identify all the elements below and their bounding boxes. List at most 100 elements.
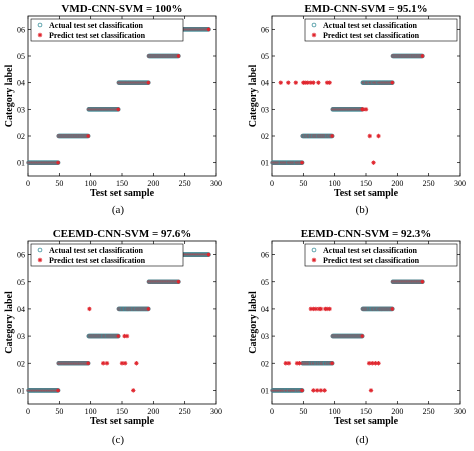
y-tick-label: 06 [261, 25, 269, 34]
y-tick-label: 02 [17, 132, 25, 141]
predict-point [370, 361, 375, 366]
x-tick-label: 250 [423, 179, 435, 188]
x-axis-label: Test set sample [90, 188, 155, 199]
y-tick-label: 04 [17, 305, 25, 314]
x-tick-label: 200 [391, 407, 403, 416]
x-tick-label: 200 [147, 179, 159, 188]
plot-frame [271, 240, 461, 405]
y-tick-label: 02 [17, 359, 25, 368]
predict-point [176, 54, 181, 58]
predict-point [313, 306, 319, 312]
y-axis-label: Category label [248, 65, 259, 128]
predict-point [327, 80, 332, 85]
chart-title: EMD-CNN-SVM = 95.1% [304, 3, 427, 15]
predict-point [116, 334, 121, 339]
predict-point [122, 333, 127, 339]
predict-point [311, 257, 317, 263]
y-tick-label: 06 [17, 25, 25, 34]
y-tick-label: 01 [261, 386, 269, 395]
predict-point [376, 133, 381, 139]
predict-point [390, 306, 395, 311]
predict-point [300, 388, 305, 393]
predict-point [308, 80, 314, 85]
y-tick-label: 01 [261, 159, 269, 168]
x-tick-label: 250 [423, 407, 435, 416]
chart-panel-4: EEMD-CNN-SVM = 92.3%0 50 100 150 200 250 30001… [248, 228, 466, 446]
plot-frame [27, 15, 217, 177]
y-tick-label: 04 [17, 79, 25, 88]
predict-point [286, 361, 292, 366]
y-tick-label: 03 [17, 332, 25, 341]
legend-entry-predict: Predict test set classification [49, 31, 146, 40]
legend-box [30, 243, 184, 267]
predict-point [376, 361, 381, 366]
predict-point [390, 80, 395, 85]
predict-point [294, 361, 300, 366]
predict-point [324, 80, 330, 85]
predict-point [360, 334, 365, 339]
predict-point [308, 306, 314, 312]
x-tick-label: 0 [26, 179, 30, 188]
y-axis-label: Category label [4, 65, 15, 128]
predict-point [305, 80, 310, 85]
x-axis-label: Test set sample [334, 416, 399, 427]
predict-point [116, 107, 121, 112]
x-tick-label: 150 [116, 179, 128, 188]
chart-title: EEMD-CNN-SVM = 92.3% [301, 228, 432, 240]
predict-point [86, 134, 91, 138]
chart-title: CEEMD-CNN-SVM = 97.6% [53, 228, 192, 240]
x-tick-label: 0 [270, 407, 274, 416]
legend-entry-predict: Predict test set classification [323, 256, 420, 265]
predict-point [56, 160, 61, 165]
predict-point [176, 279, 181, 284]
predict-point [122, 361, 128, 366]
predict-point [101, 361, 106, 366]
predict-point [327, 306, 332, 312]
x-tick-label: 150 [360, 179, 372, 188]
legend-entry-predict: Predict test set classification [49, 256, 146, 265]
y-tick-label: 06 [261, 251, 269, 260]
panel-caption: (b) [356, 204, 369, 216]
predict-point [314, 388, 320, 393]
x-tick-label: 150 [116, 407, 128, 416]
predict-point [278, 80, 283, 85]
predict-point [371, 160, 376, 165]
legend-box [304, 18, 458, 42]
predict-point [316, 80, 321, 85]
predict-point [360, 107, 366, 112]
predict-point [104, 361, 110, 366]
predict-point [146, 306, 151, 311]
x-tick-label: 50 [55, 407, 63, 416]
predict-point [318, 306, 324, 312]
chart-panel-2: EMD-CNN-SVM = 95.1%0 50 100 150 200 250 300010… [248, 3, 466, 216]
predict-point [119, 361, 125, 366]
predict-point [318, 388, 324, 393]
y-axis-label: Category label [4, 291, 15, 354]
y-tick-label: 03 [261, 105, 269, 114]
predict-point [37, 257, 43, 263]
y-tick-label: 04 [261, 305, 269, 314]
y-tick-label: 01 [17, 159, 25, 168]
x-tick-label: 100 [85, 407, 97, 416]
x-tick-label: 50 [55, 179, 63, 188]
chart-panel-1: VMD-CNN-SVM = 100%0 50 100 150 200 250 3000102… [4, 3, 222, 216]
x-tick-label: 100 [329, 407, 341, 416]
predict-point [206, 252, 211, 257]
legend-entry-actual: Actual test set classification [49, 21, 144, 30]
predict-point [37, 32, 43, 38]
predict-point [86, 361, 91, 366]
panel-caption: (c) [112, 434, 125, 446]
predict-point [146, 80, 151, 85]
predict-point [87, 306, 92, 312]
panel-caption: (a) [112, 204, 125, 216]
predict-point [206, 27, 211, 32]
y-tick-label: 01 [17, 386, 25, 395]
predict-point [283, 361, 288, 366]
chart-panel-3: CEEMD-CNN-SVM = 97.6%0 50 100 150 200 250 3000… [4, 228, 222, 446]
predict-point [311, 388, 316, 393]
x-axis-label: Test set sample [90, 416, 155, 427]
predict-point [330, 361, 335, 366]
predict-point [303, 80, 308, 85]
x-tick-label: 200 [391, 179, 403, 188]
